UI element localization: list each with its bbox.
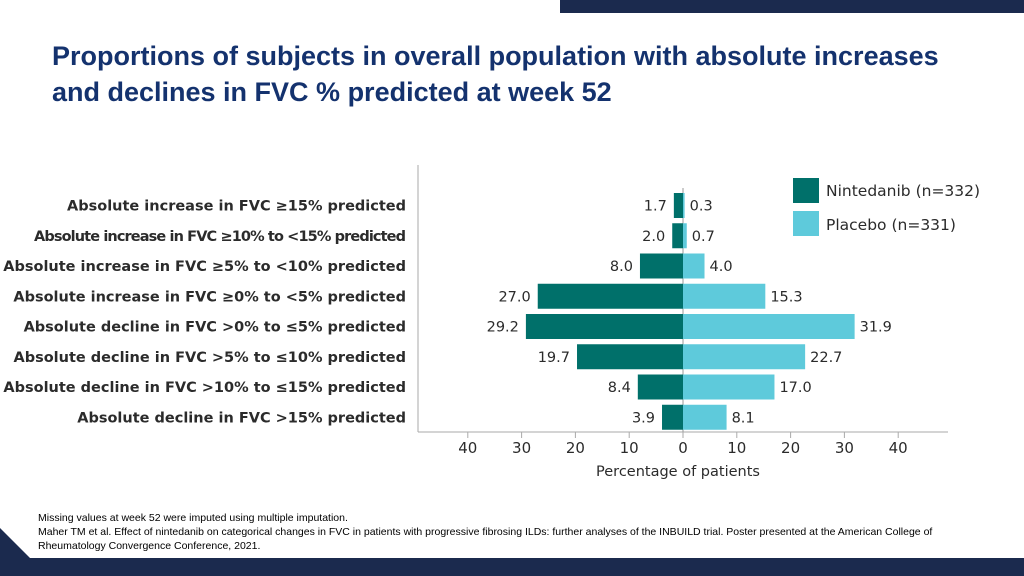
data-label-nintedanib: 3.9 xyxy=(632,410,655,426)
category-label: Absolute decline in FVC >0% to ≤5% predi… xyxy=(24,320,406,336)
bottom-accent-bar xyxy=(0,558,1024,576)
x-tick-label: 30 xyxy=(835,439,854,457)
bar-placebo xyxy=(683,223,687,249)
corner-accent xyxy=(0,528,30,558)
x-tick-label: 10 xyxy=(727,439,746,457)
category-label: Absolute increase in FVC ≥10% to <15% pr… xyxy=(34,229,406,245)
bar-placebo xyxy=(683,344,806,370)
data-label-nintedanib: 19.7 xyxy=(538,350,570,366)
bar-placebo xyxy=(683,193,685,218)
data-label-nintedanib: 2.0 xyxy=(642,229,665,245)
x-tick-label: 10 xyxy=(620,439,639,457)
data-label-placebo: 31.9 xyxy=(860,320,892,336)
x-tick-label: 40 xyxy=(458,439,477,457)
data-label-placebo: 15.3 xyxy=(770,289,802,305)
category-label: Absolute increase in FVC ≥0% to <5% pred… xyxy=(13,289,406,305)
data-label-nintedanib: 1.7 xyxy=(644,199,667,215)
bar-nintedanib xyxy=(577,344,683,370)
data-label-nintedanib: 27.0 xyxy=(498,289,530,305)
data-label-nintedanib: 29.2 xyxy=(487,320,519,336)
bar-placebo xyxy=(683,404,727,430)
category-label: Absolute increase in FVC ≥5% to <10% pre… xyxy=(3,259,406,275)
bar-placebo xyxy=(683,374,775,400)
footnote: Missing values at week 52 were imputed u… xyxy=(38,511,998,553)
x-tick-label: 20 xyxy=(566,439,585,457)
category-label: Absolute decline in FVC >10% to ≤15% pre… xyxy=(3,380,406,396)
data-label-nintedanib: 8.0 xyxy=(610,259,633,275)
bar-placebo xyxy=(683,314,855,339)
x-axis-title: Percentage of patients xyxy=(596,464,760,480)
bar-nintedanib xyxy=(673,193,683,218)
fvc-bar-chart: Absolute increase in FVC ≥15% predicted 1… xyxy=(3,165,980,480)
bar-nintedanib xyxy=(639,253,683,279)
bar-nintedanib xyxy=(637,374,683,400)
x-tick-label: 20 xyxy=(781,439,800,457)
x-tick-label: 30 xyxy=(512,439,531,457)
data-label-placebo: 0.7 xyxy=(692,229,715,245)
footnote-imputation: Missing values at week 52 were imputed u… xyxy=(38,512,348,524)
category-label: Absolute decline in FVC >15% predicted xyxy=(77,410,406,426)
bar-placebo xyxy=(683,283,766,309)
x-tick-label: 40 xyxy=(889,439,908,457)
legend-swatch-nintedanib xyxy=(793,178,819,203)
legend-label-nintedanib: Nintedanib (n=332) xyxy=(826,182,980,200)
data-label-placebo: 17.0 xyxy=(779,380,811,396)
data-label-placebo: 8.1 xyxy=(732,410,755,426)
bar-nintedanib xyxy=(672,223,683,249)
x-tick-label: 0 xyxy=(678,439,688,457)
legend-label-placebo: Placebo (n=331) xyxy=(826,216,956,234)
category-label: Absolute increase in FVC ≥15% predicted xyxy=(67,199,406,215)
bar-placebo xyxy=(683,253,705,279)
slide-title: Proportions of subjects in overall popul… xyxy=(52,41,939,107)
data-label-placebo: 0.3 xyxy=(690,199,713,215)
footnote-reference: Maher TM et al. Effect of nintedanib on … xyxy=(38,526,933,552)
top-accent-bar xyxy=(560,0,1024,13)
category-label: Absolute decline in FVC >5% to ≤10% pred… xyxy=(13,350,406,366)
bar-nintedanib xyxy=(537,283,683,309)
data-label-placebo: 22.7 xyxy=(810,350,842,366)
bar-nintedanib xyxy=(662,404,683,430)
bar-nintedanib xyxy=(525,314,683,339)
data-label-placebo: 4.0 xyxy=(710,259,733,275)
legend-swatch-placebo xyxy=(793,211,819,236)
data-label-nintedanib: 8.4 xyxy=(608,380,631,396)
